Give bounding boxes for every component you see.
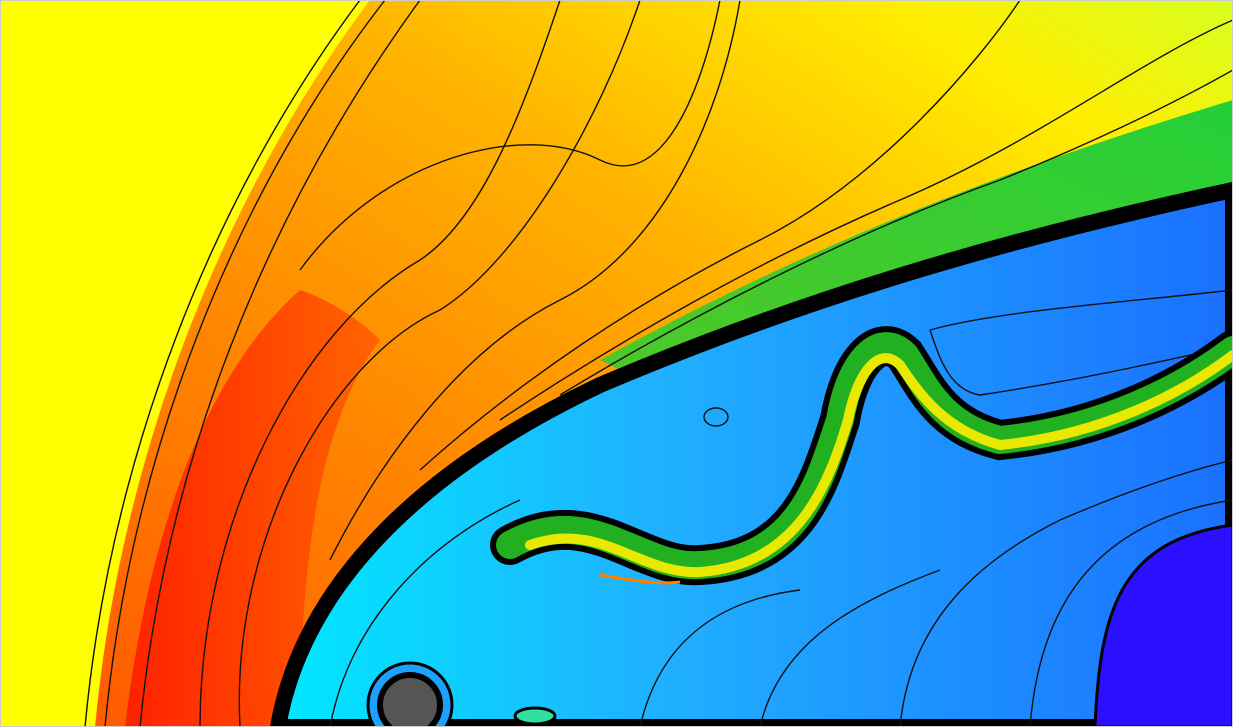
- body: [380, 675, 440, 727]
- body: [0, 0, 1233, 727]
- page: Flow contour visualization {} html, body…: [0, 0, 1233, 727]
- contour-plot: [0, 0, 1233, 727]
- small-vortex: [515, 708, 555, 724]
